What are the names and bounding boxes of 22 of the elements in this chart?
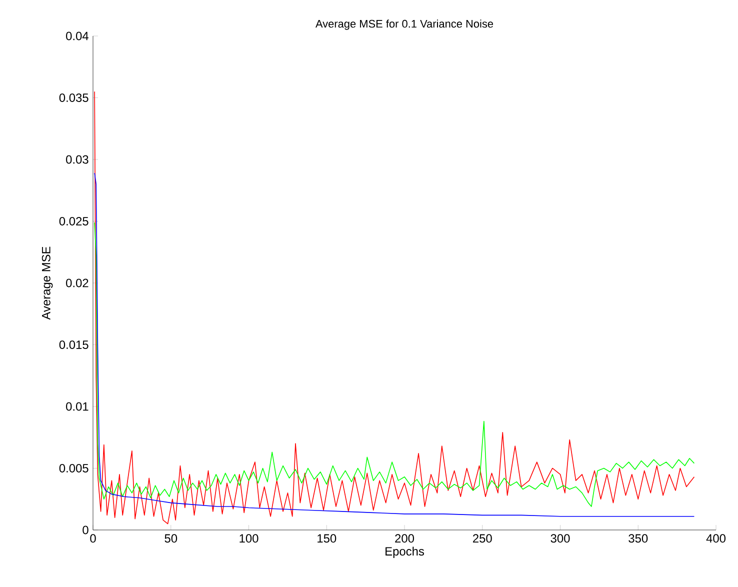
y-axis-title: Average MSE — [42, 246, 53, 320]
x-tick-label: 200 — [395, 534, 414, 543]
y-tick-label: 0.02 — [66, 278, 88, 288]
chart-title: Average MSE for 0.1 Variance Noise — [315, 20, 494, 30]
y-tick-label: 0.005 — [59, 464, 88, 472]
x-axis-title: Epochs — [386, 546, 424, 558]
x-tick-label: 0 — [90, 534, 96, 543]
x-tick-label: 300 — [550, 534, 570, 543]
y-tick-label: 0 — [82, 526, 88, 534]
y-tick-label: 0.015 — [59, 340, 88, 349]
line-series — [94, 222, 695, 507]
x-tick-label: 250 — [473, 534, 492, 543]
y-tick-label: 0.04 — [66, 32, 88, 40]
x-tick-label: 50 — [164, 534, 178, 543]
y-tick-label: 0.03 — [66, 155, 88, 164]
x-tick-label: 400 — [706, 534, 726, 543]
y-tick-label: 0.01 — [66, 402, 88, 411]
x-tick-label: 150 — [318, 534, 336, 543]
y-tick-label: 0.025 — [59, 217, 88, 226]
x-tick-label: 350 — [628, 534, 648, 543]
x-tick-label: 100 — [240, 534, 258, 543]
y-tick-label: 0.035 — [59, 94, 88, 102]
